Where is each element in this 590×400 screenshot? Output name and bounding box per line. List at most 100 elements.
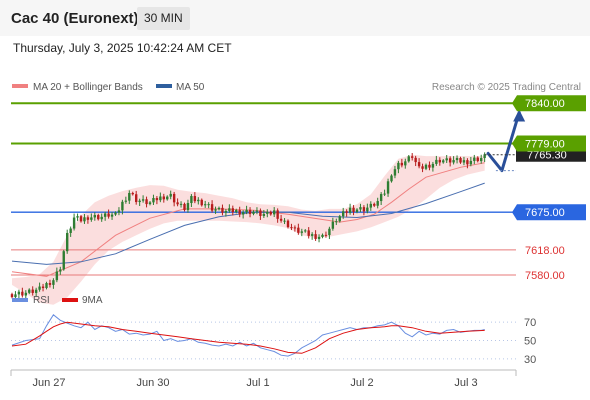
- candle-body: [41, 286, 45, 289]
- candle-body: [286, 220, 290, 228]
- x-tick-label: Jul 1: [246, 377, 269, 389]
- candle-body: [38, 286, 41, 290]
- candle-body: [238, 210, 241, 215]
- candle-body: [110, 214, 114, 217]
- price-legend: MA 20 + Bollinger Bands MA 50: [12, 82, 205, 93]
- level-label: 7779.00: [525, 139, 565, 151]
- level-label: 7618.00: [525, 245, 565, 257]
- candle-body: [97, 215, 100, 220]
- rsi-panel: 70 50 30: [11, 314, 536, 366]
- candle-body: [342, 211, 345, 217]
- candle-body: [183, 203, 186, 211]
- candle-body: [21, 291, 24, 296]
- bollinger-band-fill: [12, 154, 485, 305]
- level-tag: [512, 135, 586, 152]
- candle-body: [480, 158, 483, 162]
- x-tick-label: Jun 30: [136, 377, 169, 389]
- candle-body: [248, 209, 252, 214]
- candle-body: [259, 210, 262, 216]
- candle-body: [397, 162, 400, 170]
- candle-body: [269, 211, 272, 215]
- candle-body: [221, 207, 224, 213]
- candle-body: [414, 157, 417, 163]
- rsi-tick-label: 30: [524, 354, 536, 366]
- candle-body: [17, 291, 21, 295]
- candle-body: [324, 234, 328, 236]
- candle-body: [79, 216, 83, 222]
- candle-body: [411, 156, 414, 158]
- candle-body: [376, 201, 379, 206]
- candle-body: [335, 221, 338, 223]
- candle-body: [297, 227, 300, 233]
- forecast-arrow: [486, 109, 526, 173]
- candle-body: [293, 227, 297, 229]
- candle-body: [69, 228, 72, 233]
- candle-body: [473, 157, 476, 161]
- candle-body: [128, 192, 131, 201]
- legend-label-ma20: MA 20 + Bollinger Bands: [33, 82, 143, 93]
- legend-label-ma50: MA 50: [176, 82, 205, 93]
- candle-body: [476, 157, 479, 162]
- legend-swatch-rsi: [12, 298, 28, 302]
- candle-body: [135, 194, 138, 203]
- last-price-label: 7765.30: [527, 150, 567, 162]
- level-label: 7580.00: [525, 270, 565, 282]
- candle-body: [345, 211, 348, 213]
- candle-body: [176, 202, 179, 205]
- candle-body: [338, 216, 341, 222]
- candle-body: [359, 207, 362, 210]
- candle-body: [52, 280, 55, 285]
- candle-body: [321, 234, 324, 237]
- candle-body: [169, 193, 172, 197]
- candle-body: [459, 158, 462, 163]
- candle-body: [390, 175, 393, 182]
- candle-body: [66, 232, 69, 252]
- candle-body: [190, 196, 193, 204]
- candle-body: [424, 164, 428, 169]
- candle-body: [62, 251, 65, 270]
- candle-body: [121, 201, 124, 211]
- candle-body: [355, 209, 359, 212]
- price-levels: [11, 102, 516, 276]
- candle-body: [162, 196, 165, 200]
- candle-body: [393, 169, 397, 176]
- timestamp: Thursday, July 3, 2025 10:42:24 AM CET: [13, 41, 232, 55]
- candle-body: [124, 200, 128, 202]
- candle-body: [235, 210, 238, 213]
- candle-body: [34, 289, 38, 293]
- legend-swatch-ma50: [156, 84, 172, 88]
- candle-body: [155, 198, 159, 201]
- candle-body: [90, 217, 93, 220]
- candle-body: [300, 231, 303, 233]
- candle-body: [448, 158, 452, 163]
- candle-body: [193, 196, 197, 202]
- candle-body: [266, 211, 269, 214]
- candle-body: [179, 203, 183, 205]
- candle-body: [417, 162, 421, 167]
- x-tick-label: Jul 2: [350, 377, 373, 389]
- candle-body: [107, 213, 110, 217]
- candle-body: [255, 210, 259, 212]
- candle-body: [83, 217, 86, 222]
- legend-label-rsi: RSI: [33, 295, 50, 306]
- candle-body: [31, 289, 34, 293]
- candle-body: [442, 160, 445, 163]
- candle-body: [10, 294, 14, 298]
- candle-body: [445, 158, 448, 161]
- candle-body: [452, 160, 455, 163]
- candle-body: [166, 196, 169, 200]
- forecast-arrow-head: [513, 109, 526, 122]
- candle-body: [55, 271, 59, 281]
- candle-body: [304, 230, 307, 232]
- candle-body: [76, 216, 79, 218]
- candle-body: [48, 283, 52, 285]
- candle-body: [438, 159, 441, 163]
- candle-body: [72, 217, 76, 229]
- rsi-tick-label: 70: [524, 317, 536, 329]
- candle-body: [369, 203, 372, 208]
- candle-body: [131, 192, 134, 195]
- timeframe-button[interactable]: 30 MIN: [137, 7, 190, 30]
- candle-body: [400, 162, 404, 166]
- level-tag: [512, 204, 586, 221]
